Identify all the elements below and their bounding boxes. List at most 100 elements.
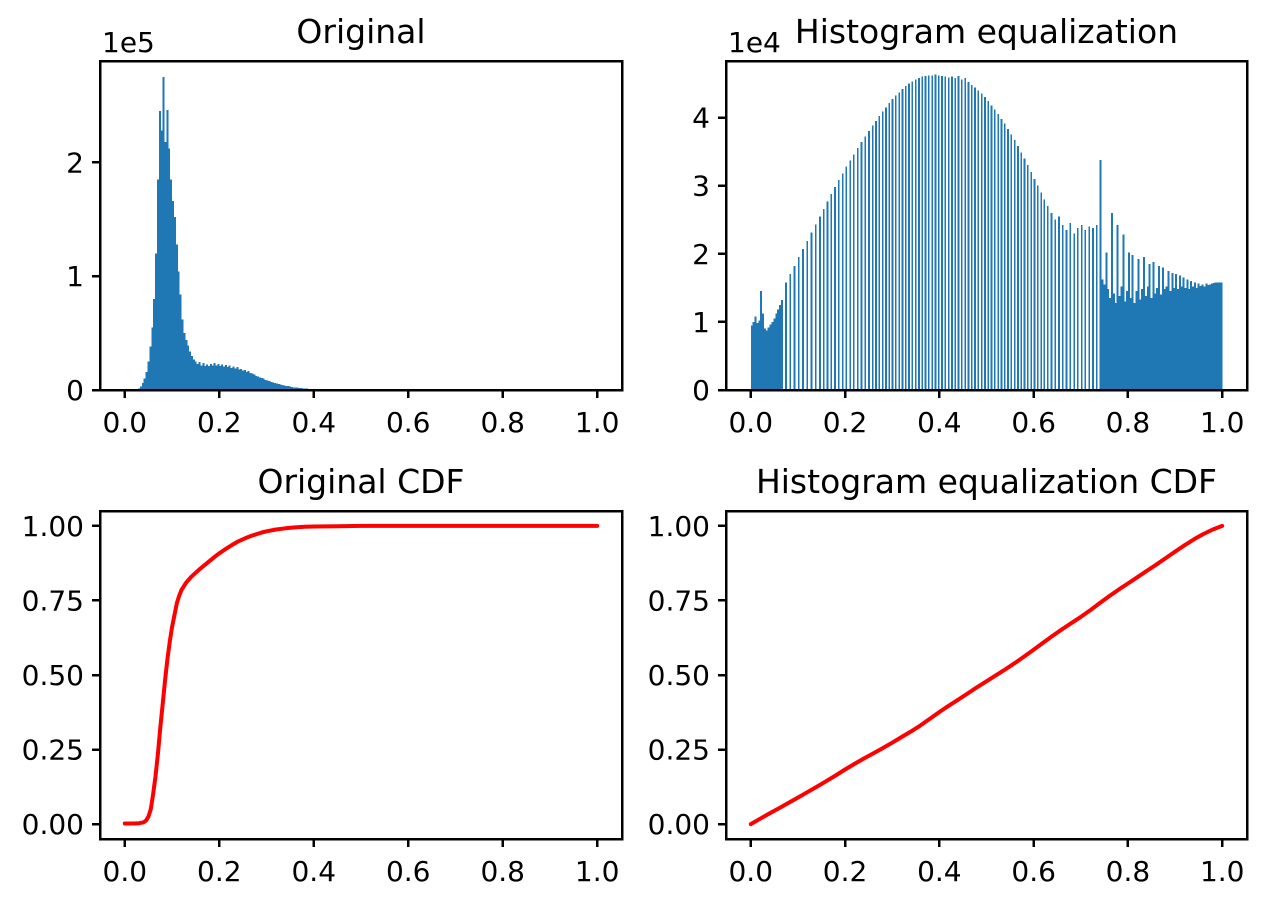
bar: [194, 361, 197, 390]
bar: [1139, 299, 1142, 390]
bar: [837, 180, 840, 390]
bar: [202, 363, 205, 390]
bar: [756, 323, 759, 390]
bar: [281, 384, 284, 390]
x-tick-label: 1.0: [575, 406, 620, 439]
bar: [990, 105, 993, 390]
subplot-0: 0.0 0.2 0.4 0.6 0.8 1.0 0 1 2: [66, 59, 624, 439]
bar: [198, 362, 201, 390]
bar: [797, 257, 800, 390]
bar: [775, 313, 778, 390]
bar: [141, 383, 144, 390]
axes-spines: [98, 59, 624, 392]
tick-labels: 0.0 0.2 0.4 0.6 0.8 1.0 0 1 2 3 4: [692, 102, 1244, 439]
bar: [752, 321, 755, 390]
bar: [914, 79, 917, 391]
bar: [274, 382, 277, 390]
bar: [277, 384, 280, 390]
y-axis-offset-label-original: 1e5: [102, 26, 155, 59]
bar: [1118, 296, 1121, 390]
bar: [773, 318, 776, 390]
subplot-1-bars-0: [750, 291, 783, 390]
bar: [1154, 293, 1157, 390]
bar: [856, 148, 859, 390]
x-tick-label: 0.6: [386, 406, 431, 439]
bar: [964, 78, 966, 390]
bar: [172, 201, 175, 390]
bar: [1007, 129, 1009, 390]
x-tick-label: 0.4: [917, 406, 962, 439]
bar: [230, 367, 233, 390]
subplot-0-bars-0: [138, 76, 335, 391]
bar: [1013, 140, 1016, 390]
x-tick-label: 0.2: [823, 855, 868, 888]
bar: [1129, 298, 1132, 390]
bar: [957, 75, 960, 390]
bar: [217, 363, 220, 390]
x-tick-label: 0.2: [197, 855, 242, 888]
bar: [1158, 266, 1161, 390]
bar: [924, 75, 927, 390]
bar: [285, 385, 288, 390]
bar: [1020, 152, 1023, 390]
bar: [951, 76, 953, 391]
bar: [984, 97, 986, 391]
bar: [232, 366, 235, 390]
tick-marks: [92, 161, 599, 398]
plot-title-original: Original: [296, 12, 426, 51]
bar: [1207, 285, 1210, 390]
bar: [1169, 291, 1172, 390]
bar: [211, 365, 214, 390]
bar: [1050, 212, 1053, 390]
bar: [1043, 199, 1046, 390]
subplot-1-bars-2: [1099, 159, 1223, 390]
bar: [875, 120, 877, 391]
bar: [947, 77, 950, 390]
y-tick-label: 0: [692, 374, 710, 407]
bar: [1143, 257, 1146, 390]
bar: [961, 79, 963, 391]
x-tick-label: 0.0: [728, 406, 773, 439]
bar: [1135, 291, 1138, 390]
bar: [853, 154, 855, 390]
bar: [1167, 270, 1170, 390]
bar: [294, 387, 297, 390]
bar: [954, 78, 957, 390]
bar: [1193, 282, 1196, 390]
bar: [270, 381, 273, 390]
bar: [1080, 225, 1083, 390]
x-tick-label: 0.8: [1106, 406, 1151, 439]
bar: [1160, 294, 1162, 390]
bar: [139, 386, 142, 390]
bar: [291, 386, 294, 390]
bar: [1103, 284, 1106, 390]
bar: [911, 81, 914, 390]
bar: [1214, 282, 1217, 390]
bar: [228, 365, 231, 390]
bar: [1180, 286, 1183, 390]
bar: [777, 309, 780, 390]
axes-spines: [98, 509, 624, 841]
bar: [162, 76, 165, 390]
bar: [1112, 293, 1115, 390]
bar: [279, 384, 282, 390]
bar: [1150, 298, 1153, 390]
bar: [1210, 283, 1213, 390]
y-tick-label: 0.75: [648, 584, 710, 617]
y-tick-label: 1: [692, 306, 710, 339]
bar: [287, 386, 290, 390]
bar: [750, 325, 753, 390]
y-tick-label: 1: [66, 260, 84, 293]
y-tick-label: 2: [692, 238, 710, 271]
bar: [868, 131, 870, 390]
bar: [780, 300, 783, 390]
bar: [255, 375, 258, 390]
x-tick-label: 0.8: [480, 855, 525, 888]
axes-spines: [724, 59, 1249, 392]
y-tick-label: 0.25: [22, 734, 84, 767]
bar: [1137, 259, 1140, 390]
bar: [1152, 261, 1155, 390]
bar: [1046, 206, 1049, 390]
bar: [767, 327, 770, 390]
